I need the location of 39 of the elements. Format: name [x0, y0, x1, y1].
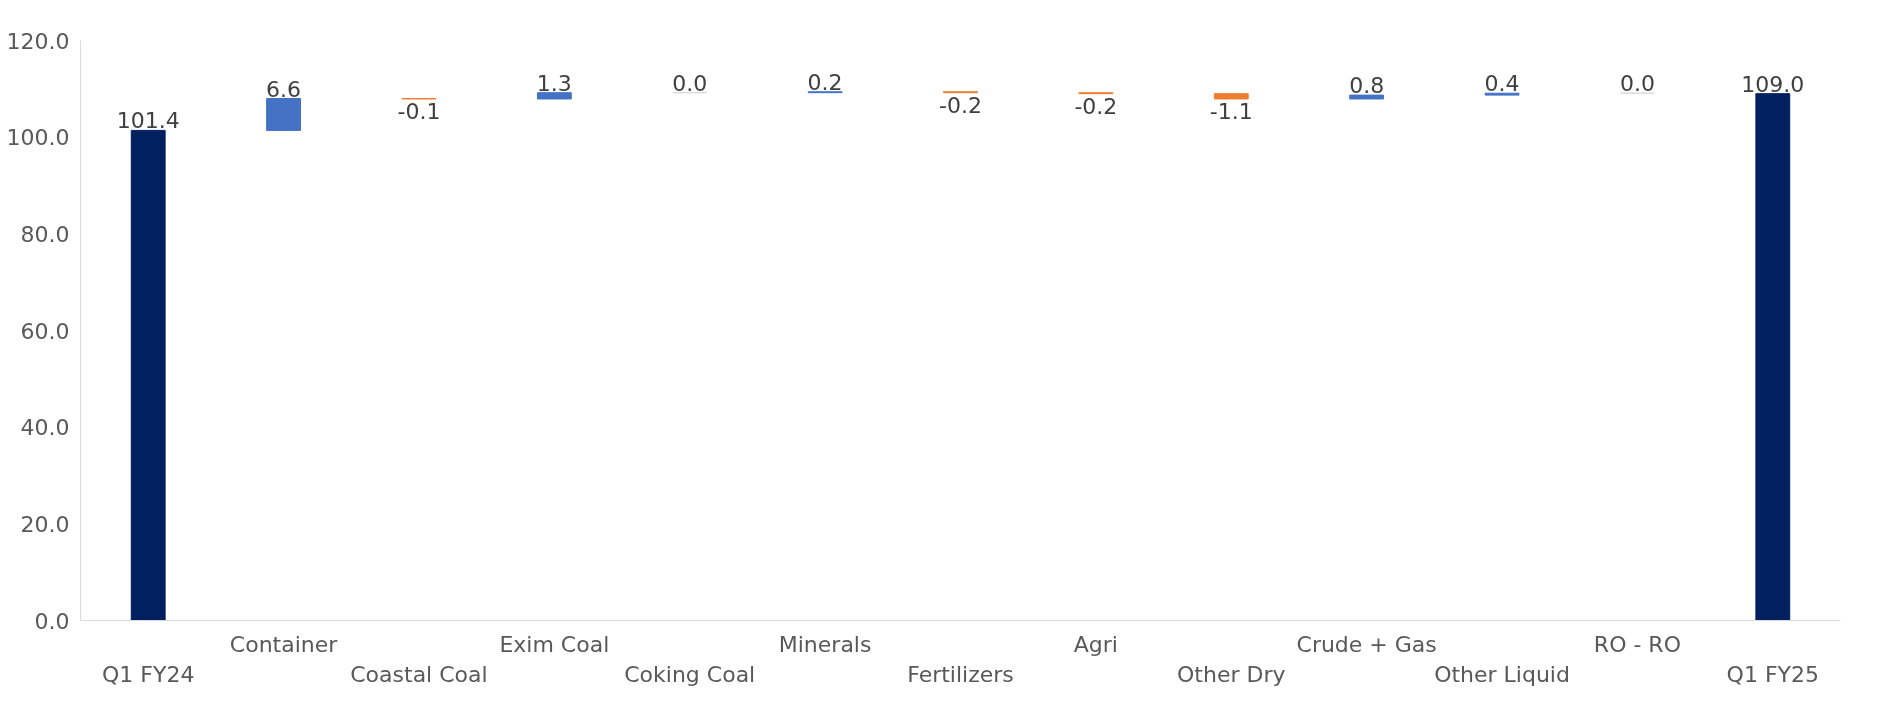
data-label: 109.0 — [1741, 71, 1805, 97]
x-tick-label: Other Dry — [1177, 661, 1286, 687]
bar — [536, 92, 572, 100]
y-tick-label: 100.0 — [6, 125, 70, 151]
bar — [1755, 93, 1791, 621]
y-tick-label: 0.0 — [34, 608, 70, 634]
x-tick-label: Crude + Gas — [1296, 631, 1437, 657]
y-tick-label: 60.0 — [20, 318, 70, 344]
data-label: 0.0 — [1619, 71, 1655, 97]
y-tick-label: 80.0 — [20, 221, 70, 247]
data-label: 0.4 — [1484, 71, 1520, 97]
x-tick-label: Q1 FY24 — [102, 661, 195, 687]
bar — [1213, 93, 1249, 100]
x-tick-label: Coking Coal — [624, 661, 756, 687]
y-tick-label: 20.0 — [20, 511, 70, 537]
data-label: 0.8 — [1349, 73, 1385, 99]
bar — [1349, 94, 1385, 100]
x-tick-label: Other Liquid — [1434, 661, 1570, 687]
bar — [266, 98, 301, 131]
x-tick-label: RO - RO — [1593, 631, 1681, 657]
data-label: -0.1 — [397, 98, 441, 124]
data-label: 0.2 — [807, 69, 843, 95]
data-label: -0.2 — [1074, 93, 1118, 119]
y-tick-label: 40.0 — [20, 415, 70, 441]
data-label: 0.0 — [672, 70, 708, 96]
x-tick-label: Q1 FY25 — [1726, 661, 1820, 687]
data-label: -1.1 — [1209, 98, 1253, 124]
data-label: 101.4 — [116, 108, 180, 134]
y-tick-label: 120.0 — [6, 28, 70, 54]
x-tick-label: Exim Coal — [499, 631, 610, 657]
x-tick-label: Fertilizers — [907, 661, 1014, 687]
data-label: 1.3 — [536, 70, 572, 96]
x-tick-label: Container — [229, 631, 339, 657]
x-tick-label: Minerals — [778, 631, 872, 657]
x-tick-label: Agri — [1073, 631, 1118, 657]
data-label: -0.2 — [939, 92, 982, 118]
bar — [130, 129, 166, 621]
x-tick-label: Coastal Coal — [350, 661, 488, 687]
data-label: 6.6 — [266, 76, 302, 102]
